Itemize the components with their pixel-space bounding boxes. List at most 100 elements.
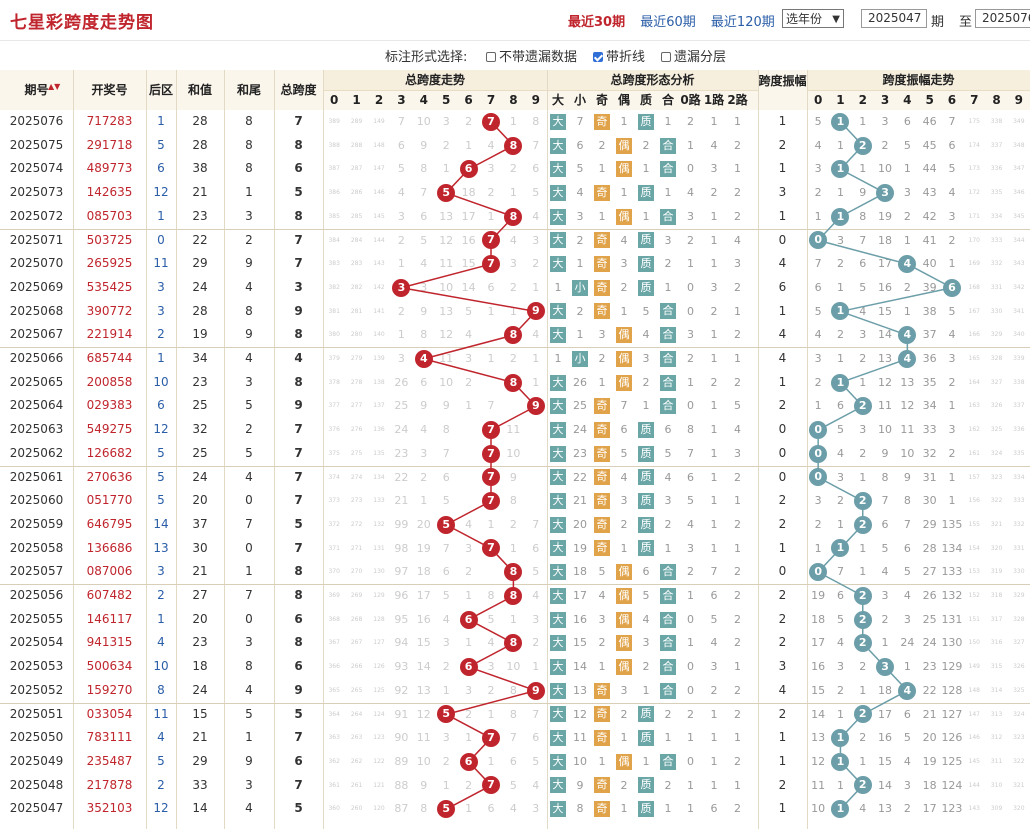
row-amp: 1 — [778, 753, 787, 768]
shape-miss: 1 — [598, 162, 606, 176]
miss-value: 10 — [439, 375, 454, 389]
shape-miss: 2 — [664, 257, 672, 271]
amp-miss: 5 — [814, 115, 822, 128]
shape-tag: 合 — [660, 611, 676, 628]
header-digit: 4 — [412, 91, 435, 110]
shape-tag: 大 — [550, 587, 566, 604]
row-span: 7 — [294, 493, 303, 508]
span-ball: 7 — [482, 112, 500, 131]
amp-miss: 1 — [948, 257, 956, 271]
amp-miss: 36 — [922, 352, 937, 365]
row-period: 2025058 — [9, 540, 64, 555]
checkbox-with-line[interactable] — [593, 52, 603, 62]
link-recent-60[interactable]: 最近60期 — [640, 15, 696, 30]
from-period-input[interactable]: 2025047 — [861, 9, 927, 28]
shape-miss: 1 — [642, 399, 650, 413]
amp-miss: 157 — [968, 473, 980, 481]
miss-value: 6 — [532, 541, 540, 555]
miss-value: 274 — [350, 473, 363, 481]
shape-miss: 1 — [620, 802, 628, 816]
row-tail: 0 — [245, 540, 253, 555]
amp-miss: 3 — [836, 470, 844, 484]
checkbox-miss-layer[interactable] — [661, 52, 671, 62]
shape-miss: 2 — [734, 470, 741, 484]
row-back: 2 — [157, 588, 165, 602]
option-miss-layer[interactable]: 遗漏分层 — [661, 46, 726, 65]
amp-miss: 12 — [811, 754, 826, 768]
amp-miss: 2 — [836, 328, 844, 342]
miss-value: 5 — [532, 754, 540, 768]
amp-miss: 163 — [968, 402, 980, 410]
sort-icon[interactable]: ▲▼ — [48, 82, 61, 91]
amp-miss: 164 — [968, 378, 980, 386]
amp-miss: 42 — [922, 209, 937, 223]
amp-miss: 17 — [878, 257, 893, 271]
miss-value: 5 — [465, 304, 473, 318]
column-divider — [323, 70, 324, 829]
amp-miss: 6 — [903, 115, 911, 128]
header-amp-digit: 8 — [985, 91, 1008, 110]
option-with-line-label: 带折线 — [606, 50, 646, 65]
shape-miss: 1 — [598, 209, 606, 223]
year-select[interactable]: 选年份 ▼ — [782, 9, 844, 28]
amp-miss: 16 — [811, 660, 826, 674]
shape-tag: 大 — [550, 256, 566, 273]
amp-ball: 2 — [853, 634, 872, 653]
link-recent-120[interactable]: 最近120期 — [710, 15, 775, 30]
miss-value: 272 — [350, 520, 363, 528]
amp-miss: 168 — [968, 283, 980, 291]
amp-miss: 2 — [836, 494, 844, 508]
row-prize: 270636 — [86, 469, 133, 484]
miss-value: 3 — [487, 660, 495, 674]
row-span: 5 — [294, 706, 303, 721]
amp-miss: 2 — [859, 660, 867, 674]
row-sum: 34 — [192, 351, 208, 365]
option-with-line[interactable]: 带折线 — [593, 46, 645, 65]
shape-miss: 7 — [710, 565, 718, 579]
link-recent-30[interactable]: 最近30期 — [568, 15, 626, 30]
amp-miss: 328 — [1013, 615, 1025, 623]
miss-value: 385 — [328, 212, 340, 220]
shape-miss: 3 — [710, 280, 718, 294]
miss-value: 4 — [509, 802, 517, 816]
shape-miss: 7 — [620, 399, 628, 413]
row-span: 7 — [294, 114, 303, 128]
miss-value: 122 — [373, 757, 385, 765]
amp-miss: 3 — [948, 352, 956, 365]
option-no-miss[interactable]: 不带遗漏数据 — [486, 46, 577, 65]
amp-miss: 7 — [836, 565, 844, 579]
shape-tag: 奇 — [594, 398, 610, 415]
shape-tag: 偶 — [616, 635, 632, 652]
row-tail: 4 — [245, 682, 253, 697]
row-span: 8 — [294, 374, 303, 389]
amp-miss: 3 — [859, 328, 867, 342]
amp-miss: 8 — [903, 494, 911, 508]
year-select-value: 选年份 — [786, 12, 823, 26]
shape-tag: 大 — [550, 564, 566, 581]
amp-miss: 331 — [1013, 544, 1025, 552]
miss-value: 3 — [509, 257, 517, 271]
checkbox-no-miss[interactable] — [486, 52, 496, 62]
amp-miss: 13 — [878, 352, 893, 365]
shape-miss: 2 — [734, 636, 741, 650]
miss-value: 11 — [439, 352, 454, 365]
amp-miss: 338 — [1013, 378, 1025, 386]
header-shape: 偶 — [613, 91, 635, 110]
miss-value: 13 — [439, 209, 454, 223]
miss-value: 2 — [509, 517, 517, 531]
row-sum: 21 — [192, 564, 208, 579]
row-back: 11 — [153, 256, 169, 271]
miss-value: 1 — [509, 186, 517, 200]
miss-value: 1 — [532, 375, 540, 389]
row-prize: 503725 — [86, 232, 133, 247]
amp-miss: 4 — [903, 754, 911, 768]
amp-miss: 134 — [941, 541, 963, 555]
miss-value: 2 — [487, 683, 495, 697]
to-period-input[interactable]: 2025076 — [975, 9, 1030, 28]
row-back: 3 — [157, 564, 165, 579]
header-period[interactable]: 期号 — [0, 70, 73, 110]
amp-miss: 29 — [922, 517, 937, 531]
amp-miss: 11 — [878, 399, 893, 413]
amp-miss: 135 — [941, 517, 963, 531]
span-ball: 7 — [482, 231, 500, 250]
